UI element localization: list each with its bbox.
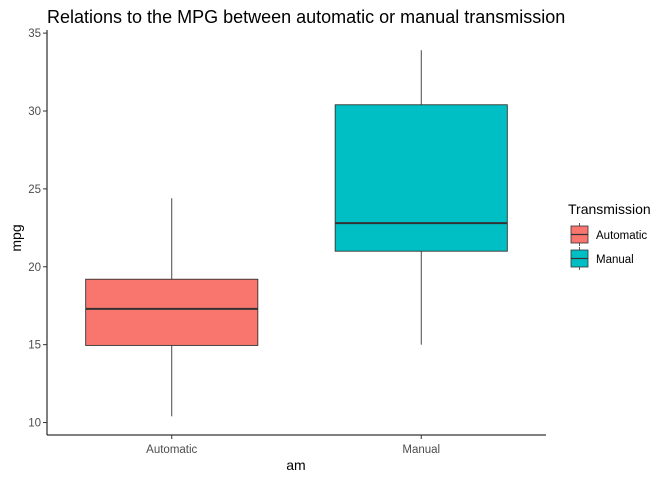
- y-axis: 10 15 20 25 30 35: [28, 28, 48, 435]
- y-tick-label: 30: [28, 106, 41, 118]
- x-axis-label: am: [286, 457, 305, 473]
- y-tick-label: 10: [28, 418, 41, 430]
- y-tick-label: 15: [28, 340, 41, 352]
- x-axis: Automatic Manual: [47, 434, 546, 456]
- legend-label-manual: Manual: [596, 254, 634, 266]
- y-tick-label: 35: [28, 28, 41, 40]
- chart-title: Relations to the MPG between automatic o…: [47, 7, 565, 27]
- x-tick-label: Automatic: [146, 444, 197, 456]
- y-axis-label: mpg: [8, 224, 24, 251]
- x-tick-label: Manual: [402, 444, 440, 456]
- box-manual: [334, 104, 508, 252]
- legend-label-automatic: Automatic: [596, 230, 647, 242]
- plot-area: [85, 50, 508, 417]
- legend: Transmission Automatic Manual: [568, 201, 651, 270]
- legend-title: Transmission: [568, 201, 651, 217]
- y-tick-label: 20: [28, 262, 41, 274]
- y-tick-label: 25: [28, 184, 41, 196]
- box-automatic: [85, 278, 259, 346]
